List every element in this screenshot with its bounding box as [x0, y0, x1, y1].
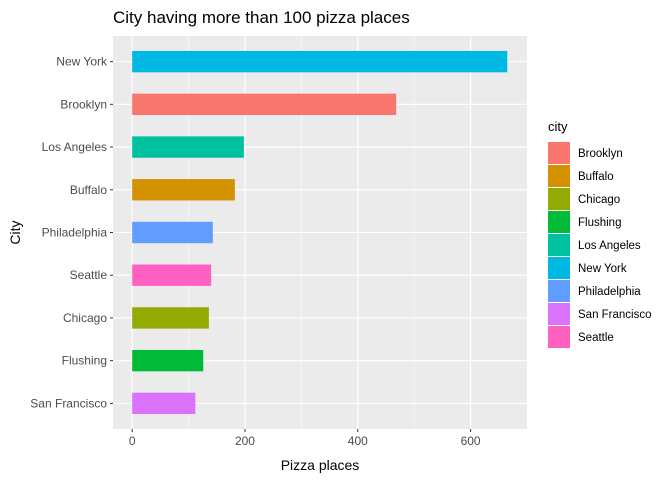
y-tick-label: Chicago: [63, 311, 107, 325]
legend-key: [548, 303, 570, 325]
bar: [132, 179, 235, 201]
bar: [132, 93, 397, 116]
y-tick-label: Brooklyn: [60, 97, 107, 111]
legend-key: [548, 188, 570, 210]
bar: [132, 50, 508, 73]
x-axis-ticks: 0 200 400 600: [129, 429, 481, 448]
bars: [132, 50, 508, 415]
bar: [132, 307, 209, 329]
legend: city Brooklyn Buffalo Chicago Flushing Los A…: [548, 119, 652, 348]
y-tick-label: Philadelphia: [42, 226, 108, 240]
legend-label: Brooklyn: [578, 148, 623, 160]
legend-title: city: [548, 119, 568, 134]
y-tick-label: Seattle: [70, 268, 108, 282]
x-axis-title: Pizza places: [281, 457, 360, 473]
legend-label: Buffalo: [578, 171, 614, 183]
bar: [132, 392, 196, 415]
legend-label: Los Angeles: [578, 240, 641, 252]
x-tick-label: 400: [348, 434, 368, 448]
y-tick-label: San Francisco: [30, 396, 107, 410]
x-tick-label: 0: [129, 434, 136, 448]
legend-key: [548, 280, 570, 302]
legend-label: New York: [578, 263, 627, 275]
legend-label: San Francisco: [578, 309, 652, 321]
chart-title: City having more than 100 pizza places: [113, 8, 410, 27]
y-axis-ticks: San Francisco Flushing Chicago Seattle Phila…: [30, 55, 113, 410]
x-tick-label: 600: [461, 434, 481, 448]
legend-label: Chicago: [578, 194, 620, 206]
bar: [132, 221, 213, 244]
legend-key: [548, 257, 570, 279]
legend-label: Flushing: [578, 217, 621, 229]
y-tick-label: Los Angeles: [42, 140, 107, 154]
legend-label: Philadelphia: [578, 286, 641, 298]
bar: [132, 264, 212, 286]
x-tick-label: 200: [235, 434, 255, 448]
legend-key: [548, 234, 570, 256]
y-tick-label: New York: [56, 55, 108, 69]
y-axis-title: City: [7, 220, 23, 244]
legend-key: [548, 326, 570, 348]
legend-key: [548, 142, 570, 164]
bar: [132, 349, 204, 372]
legend-label: Seattle: [578, 332, 614, 344]
y-tick-label: Buffalo: [70, 183, 107, 197]
legend-key: [548, 211, 570, 233]
legend-key: [548, 165, 570, 187]
bar: [132, 136, 244, 158]
y-tick-label: Flushing: [62, 354, 107, 368]
